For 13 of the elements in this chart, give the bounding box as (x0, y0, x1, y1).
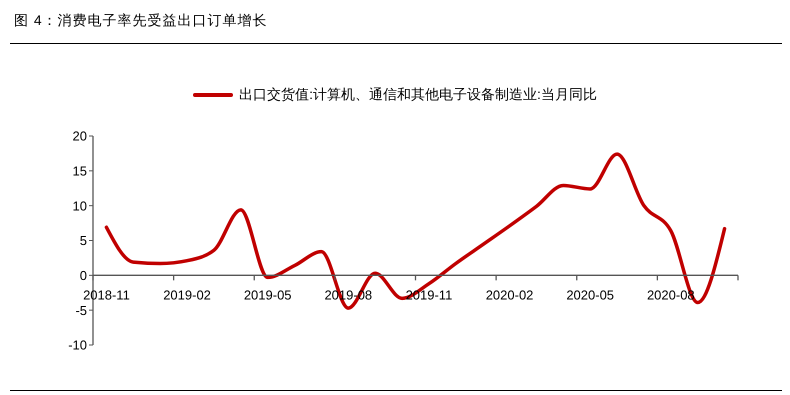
y-tick-label: 0 (80, 268, 87, 283)
y-tick-label: 20 (72, 128, 87, 144)
x-tick-label: 2019-05 (244, 287, 292, 302)
x-tick-label: 2019-02 (163, 287, 211, 302)
y-tick-label: -5 (75, 302, 87, 318)
y-tick-label: -10 (68, 338, 87, 353)
y-tick-label: 15 (72, 163, 87, 178)
x-tick-label: 2020-05 (566, 287, 614, 302)
chart-title: 图 4：消费电子率先受益出口订单增长 (14, 12, 268, 30)
y-tick-label: 10 (72, 198, 87, 214)
x-tick-label: 2020-02 (486, 287, 534, 302)
y-tick-label: 5 (80, 233, 87, 248)
legend-label: 出口交货值:计算机、通信和其他电子设备制造业:当月同比 (239, 86, 597, 104)
